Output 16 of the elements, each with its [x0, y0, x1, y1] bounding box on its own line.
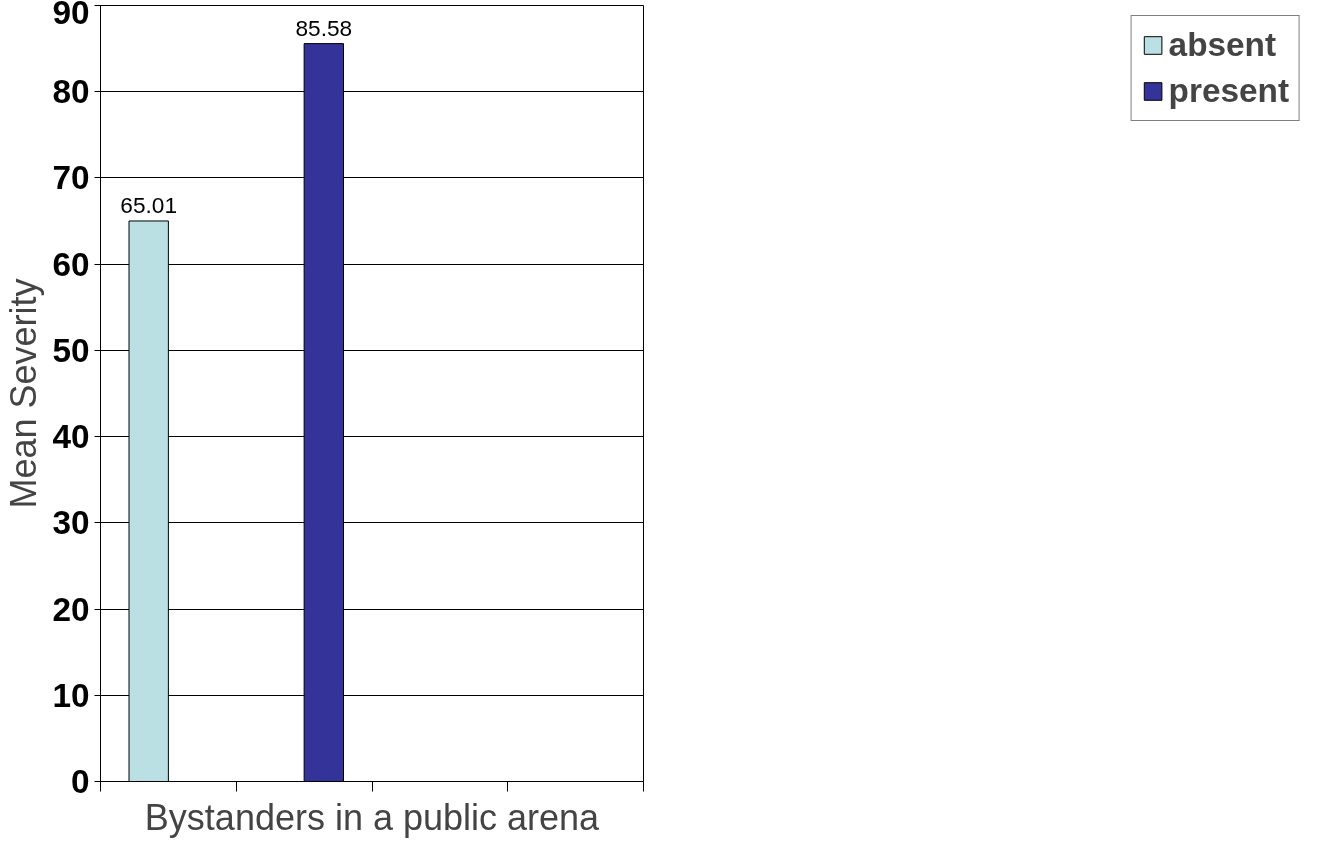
- y-tick-label: 50: [52, 331, 90, 369]
- y-tick-label: 20: [52, 590, 90, 628]
- x-axis-title: Bystanders in a public arena: [144, 796, 601, 838]
- data-label: 85.58: [295, 14, 353, 41]
- y-tick-label: 0: [70, 763, 90, 800]
- data-label: 65.01: [120, 191, 178, 218]
- y-tick-label: 30: [52, 504, 90, 542]
- legend-label: present: [1168, 72, 1289, 110]
- y-axis-title: Mean Severity: [3, 278, 45, 509]
- y-tick-label: 70: [52, 159, 90, 197]
- legend-label: absent: [1168, 26, 1277, 64]
- y-tick-label: 80: [52, 73, 90, 111]
- y-tick-label: 90: [52, 0, 90, 31]
- y-tick-label: 10: [52, 676, 90, 714]
- y-tick-label: 40: [52, 418, 90, 456]
- y-tick-label: 60: [52, 245, 90, 283]
